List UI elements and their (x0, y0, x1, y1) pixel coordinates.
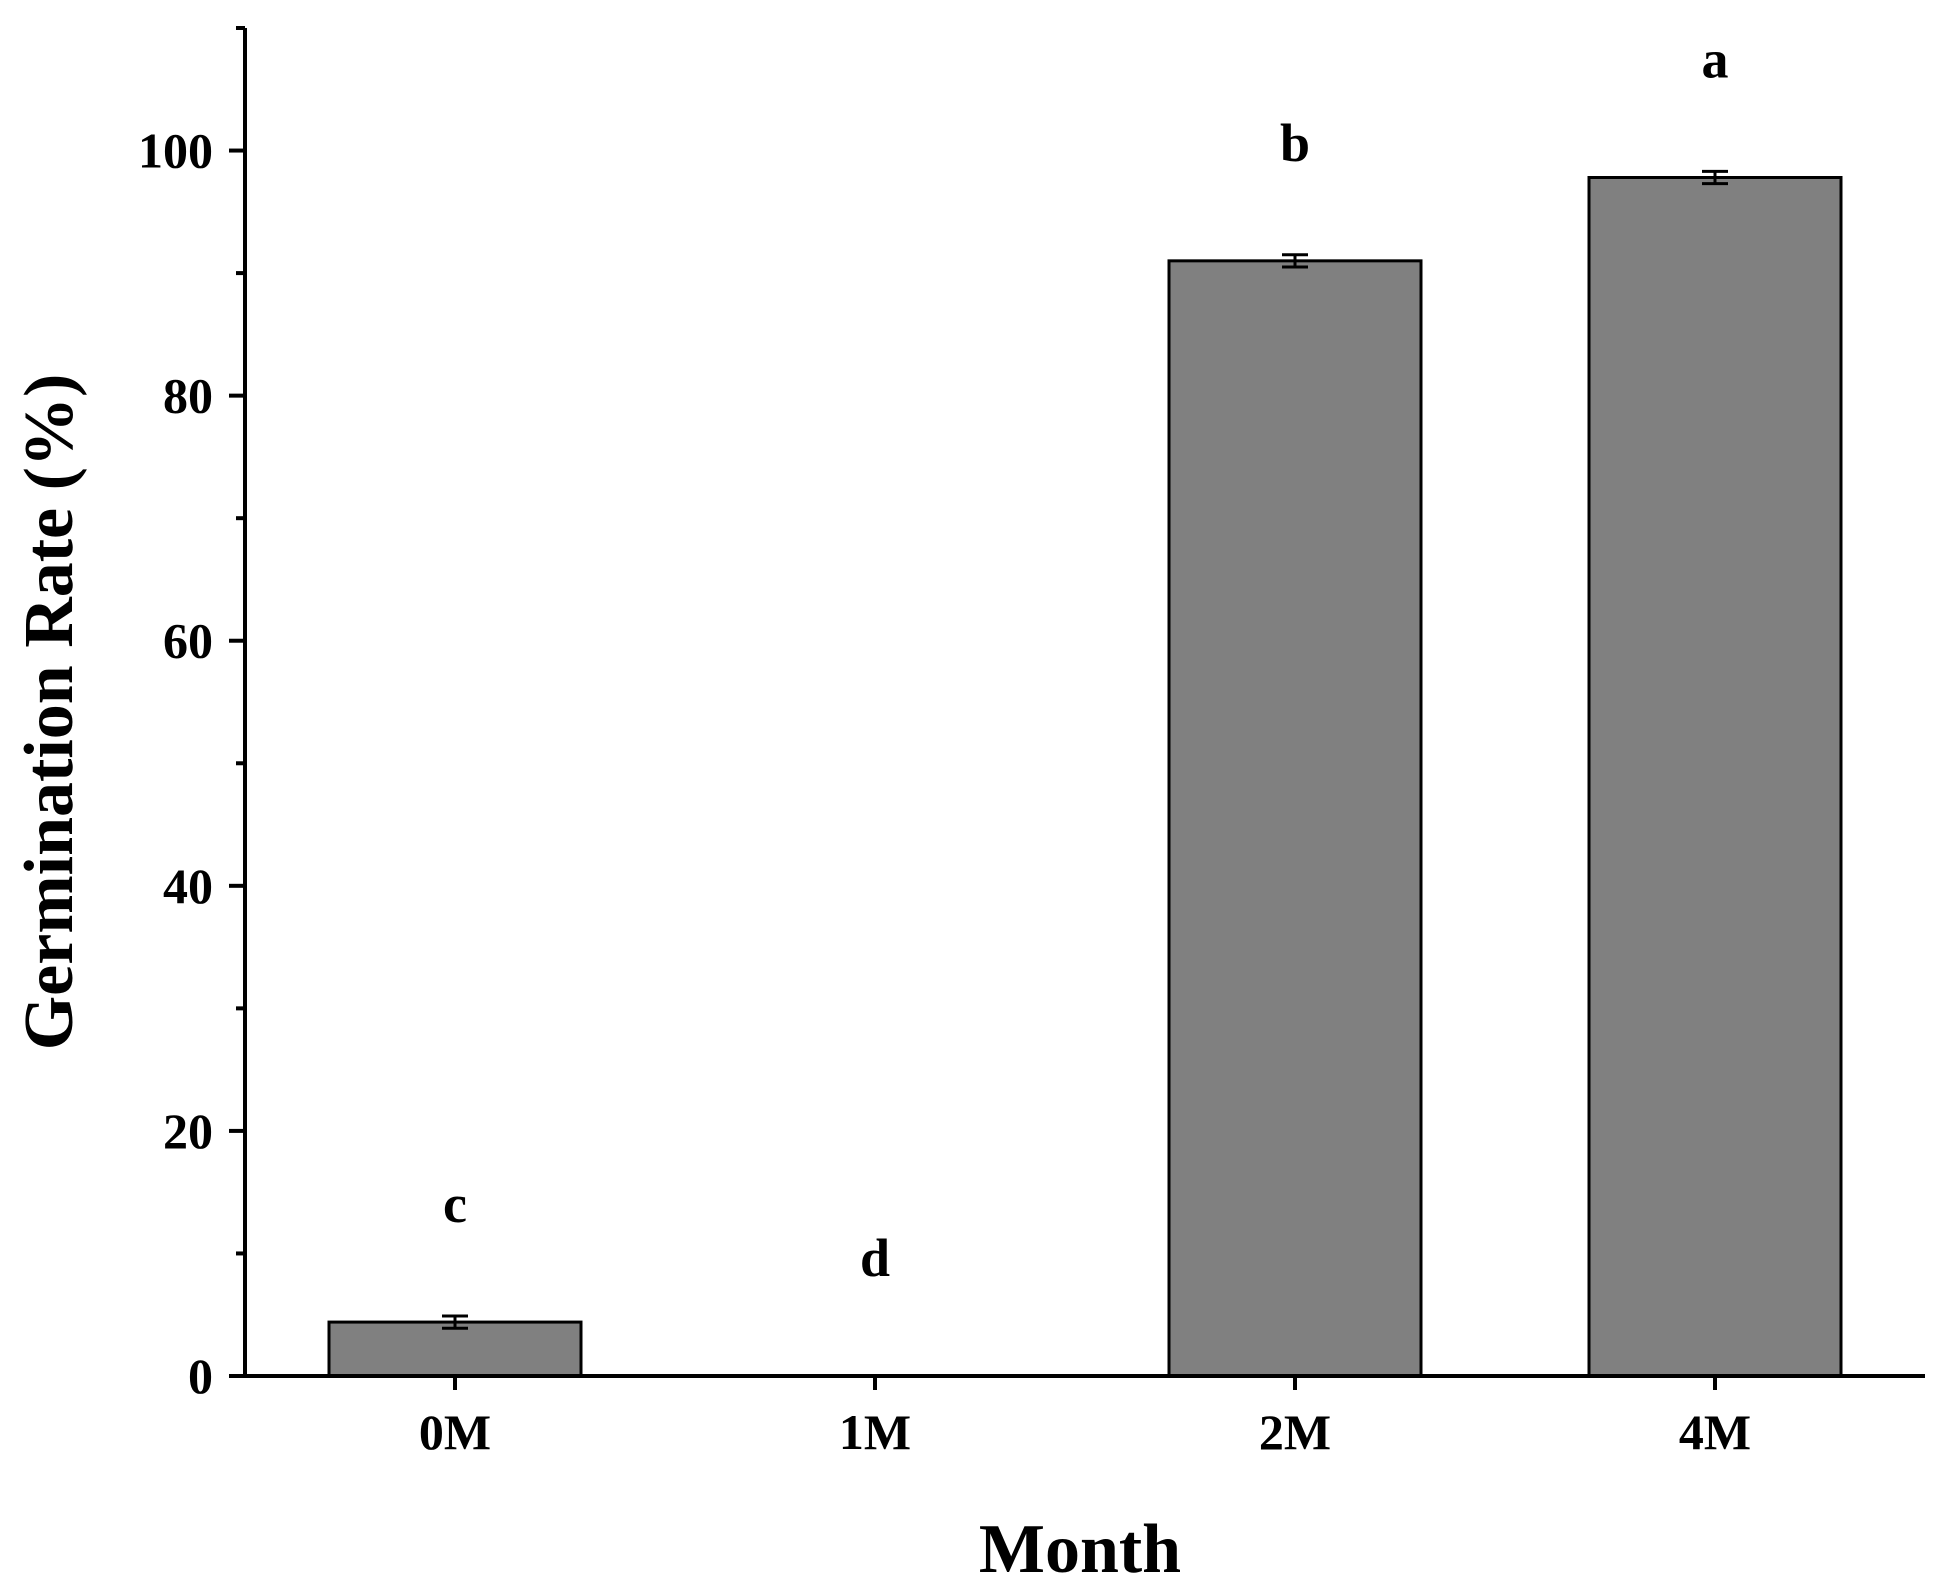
y-tick-label-0: 0 (188, 1348, 213, 1404)
bars (327, 176, 1843, 1378)
significance-letter-1M: d (860, 1228, 890, 1288)
axes (243, 28, 1925, 1378)
y-tick-label-80: 80 (163, 368, 213, 424)
y-tick-label-60: 60 (163, 613, 213, 669)
x-tick-label-1M: 1M (839, 1404, 911, 1460)
x-tick-label-2M: 2M (1259, 1404, 1331, 1460)
y-tick-label-40: 40 (163, 858, 213, 914)
significance-letter-4M: a (1702, 30, 1729, 90)
bar-0M (327, 1320, 583, 1378)
error-bar-0M (442, 1314, 468, 1330)
y-axis-title: Germination Rate (%) (11, 374, 88, 1051)
significance-letter-2M: b (1280, 113, 1310, 173)
error-bar-2M (1282, 253, 1308, 269)
significance-letter-0M: c (443, 1174, 467, 1234)
x-tick-label-4M: 4M (1679, 1404, 1751, 1460)
error-bar-4M (1702, 169, 1728, 186)
x-tick-label-0M: 0M (419, 1404, 491, 1460)
x-axis-title: Month (979, 1511, 1181, 1588)
x-axis-ticks: 0M 1M 2M 4M (419, 1376, 1751, 1460)
error-bars (442, 169, 1728, 1330)
y-tick-label-100: 100 (138, 123, 213, 179)
bar-4M (1587, 176, 1843, 1378)
y-axis-ticks: 0 20 40 60 80 100 (138, 26, 245, 1404)
significance-letters: c d b a (443, 30, 1728, 1288)
bar-2M (1167, 259, 1423, 1378)
y-tick-label-20: 20 (163, 1103, 213, 1159)
